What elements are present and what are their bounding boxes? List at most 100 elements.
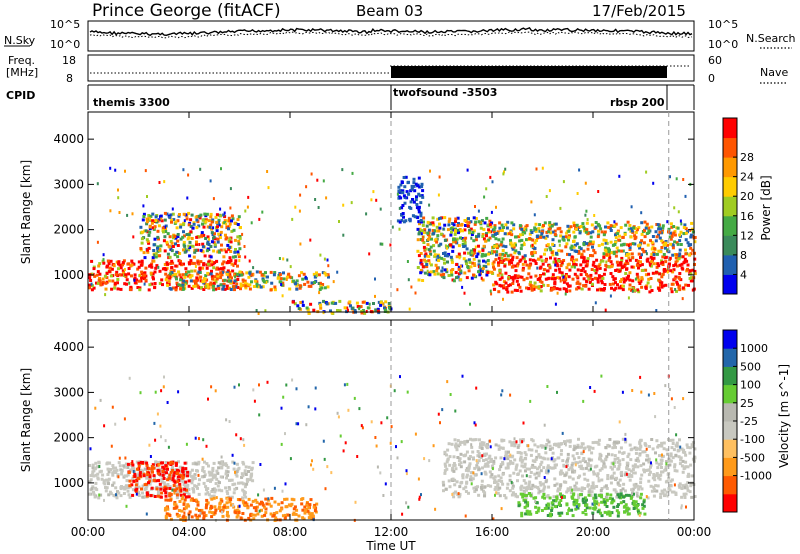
heatmap-cell [190, 269, 194, 273]
heatmap-cell [639, 375, 642, 379]
heatmap-cell [238, 235, 242, 238]
heatmap-cell [559, 484, 563, 488]
heatmap-cell [99, 493, 103, 497]
heatmap-cell [501, 244, 505, 248]
heatmap-cell [570, 258, 574, 262]
heatmap-cell [235, 272, 239, 276]
heatmap-cell [128, 288, 132, 291]
heatmap-cell [620, 474, 623, 477]
heatmap-cell [490, 270, 494, 274]
heatmap-cell [153, 495, 157, 498]
heatmap-cell [592, 248, 596, 252]
heatmap-cell [597, 476, 600, 480]
heatmap-cell [686, 267, 689, 271]
heatmap-cell [502, 286, 506, 290]
heatmap-cell [175, 490, 179, 494]
heatmap-cell [630, 288, 633, 292]
heatmap-cell [618, 269, 622, 273]
heatmap-cell [488, 236, 492, 240]
heatmap-cell [443, 254, 447, 258]
heatmap-cell [337, 415, 340, 419]
heatmap-cell [481, 267, 485, 270]
heatmap-cell [544, 236, 548, 240]
heatmap-cell [638, 511, 642, 515]
heatmap-cell [619, 471, 623, 475]
heatmap-cell [218, 273, 222, 277]
heatmap-cell [435, 240, 439, 244]
heatmap-cell [157, 490, 160, 494]
heatmap-cell [178, 465, 182, 469]
heatmap-cell [213, 490, 217, 494]
heatmap-cell [96, 281, 100, 285]
heatmap-cell [194, 281, 198, 285]
heatmap-cell [463, 460, 467, 464]
heatmap-cell [133, 276, 137, 280]
heatmap-cell [184, 506, 188, 510]
heatmap-cell [259, 463, 262, 466]
heatmap-cell [242, 501, 246, 505]
heatmap-cell [218, 250, 221, 254]
heatmap-cell [243, 245, 246, 248]
heatmap-cell [539, 289, 543, 293]
heatmap-cell [178, 482, 182, 486]
heatmap-cell [226, 470, 230, 474]
heatmap-cell [94, 481, 98, 485]
heatmap-cell [465, 481, 469, 485]
heatmap-cell [222, 260, 226, 264]
heatmap-cell [604, 484, 608, 488]
heatmap-cell [566, 487, 570, 491]
heatmap-cell [514, 264, 517, 268]
heatmap-cell [469, 478, 472, 482]
heatmap-cell [486, 271, 490, 274]
heatmap-cell [590, 223, 594, 227]
heatmap-cell [680, 464, 684, 468]
heatmap-cell [502, 284, 506, 288]
heatmap-cell [162, 239, 166, 243]
heatmap-cell [490, 249, 494, 253]
heatmap-cell [494, 237, 498, 241]
heatmap-cell [472, 471, 475, 475]
heatmap-cell [154, 461, 158, 465]
heatmap-cell [182, 262, 185, 266]
heatmap-cell [472, 257, 476, 261]
cpid-label: CPID [6, 89, 35, 102]
heatmap-cell [527, 444, 530, 448]
heatmap-cell [188, 273, 192, 277]
heatmap-cell [573, 488, 577, 492]
heatmap-cell [529, 512, 533, 516]
heatmap-cell [318, 303, 322, 307]
heatmap-cell [420, 232, 423, 236]
heatmap-cell [201, 457, 204, 461]
heatmap-cell [660, 246, 664, 249]
heatmap-cell [195, 276, 199, 280]
heatmap-cell [221, 287, 225, 291]
heatmap-cell [576, 268, 580, 272]
heatmap-cell [575, 505, 578, 509]
heatmap-cell [432, 244, 436, 248]
heatmap-cell [580, 442, 584, 446]
heatmap-cell [168, 514, 172, 517]
heatmap-cell [213, 232, 216, 236]
heatmap-cell [454, 271, 458, 274]
heatmap-cell [173, 502, 177, 506]
heatmap-cell [285, 497, 289, 501]
heatmap-cell [204, 274, 208, 278]
heatmap-cell [638, 485, 642, 489]
heatmap-cell [117, 196, 120, 200]
heatmap-cell [144, 169, 147, 173]
heatmap-cell [191, 478, 195, 482]
heatmap-cell [643, 220, 647, 224]
heatmap-cell [674, 453, 678, 457]
heatmap-cell [417, 254, 421, 258]
heatmap-cell [454, 445, 458, 449]
heatmap-cell [119, 468, 123, 472]
heatmap-cell [487, 230, 491, 234]
heatmap-cell [205, 503, 208, 507]
heatmap-cell [548, 189, 551, 193]
heatmap-cell [247, 497, 251, 501]
heatmap-cell [114, 168, 117, 172]
heatmap-cell [113, 282, 117, 285]
heatmap-cell [173, 489, 177, 493]
colorbar-cell [723, 402, 737, 422]
